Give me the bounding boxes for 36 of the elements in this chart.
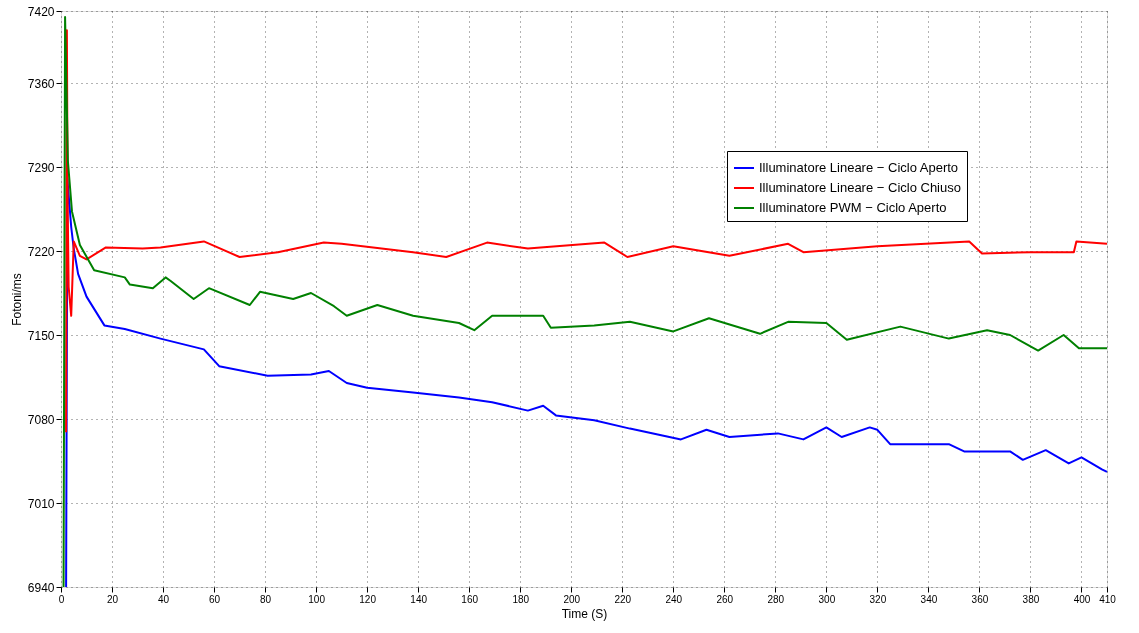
y-tick-label: 7360 xyxy=(27,76,55,91)
x-tick-label: 410 xyxy=(1099,593,1117,605)
x-tick-label: 240 xyxy=(665,593,683,605)
x-tick-label: 100 xyxy=(308,593,326,605)
y-tick-label: 7290 xyxy=(27,160,55,175)
y-tick-label: 7080 xyxy=(27,412,55,427)
y-axis-title: Fotoni/ms xyxy=(9,273,24,326)
y-tick-label: 7010 xyxy=(27,496,55,511)
line-series xyxy=(65,29,1108,434)
x-axis-title: Time (S) xyxy=(561,606,608,621)
x-tick-label: 0 xyxy=(58,593,65,605)
y-tick-label: 7150 xyxy=(27,328,55,343)
y-tick-label: 6940 xyxy=(27,580,55,595)
x-tick-label: 260 xyxy=(716,593,734,605)
y-tick-label: 7420 xyxy=(27,4,55,19)
x-tick-label: 300 xyxy=(818,593,836,605)
x-tick-label: 20 xyxy=(106,593,119,605)
x-tick-label: 180 xyxy=(512,593,530,605)
x-tick-label: 60 xyxy=(209,593,221,605)
x-tick-label: 280 xyxy=(767,593,785,605)
legend-label: Illuminatore PWM − Ciclo Aperto xyxy=(759,200,947,215)
x-tick-label: 160 xyxy=(461,593,479,605)
x-tick-label: 40 xyxy=(157,593,170,605)
x-tick-label: 140 xyxy=(410,593,428,605)
x-tick-label: 400 xyxy=(1073,593,1091,605)
x-tick-label: 380 xyxy=(1022,593,1040,605)
y-tick-label: 7220 xyxy=(27,244,55,259)
x-tick-label: 120 xyxy=(359,593,377,605)
x-tick-label: 340 xyxy=(920,593,938,605)
x-tick-label: 220 xyxy=(614,593,632,605)
legend-label: Illuminatore Lineare − Ciclo Aperto xyxy=(759,160,959,175)
x-tick-label: 360 xyxy=(971,593,989,605)
x-tick-label: 200 xyxy=(563,593,581,605)
x-tick-label: 320 xyxy=(869,593,887,605)
x-tick-label: 80 xyxy=(260,593,272,605)
legend-label: Illuminatore Lineare − Ciclo Chiuso xyxy=(759,180,961,195)
